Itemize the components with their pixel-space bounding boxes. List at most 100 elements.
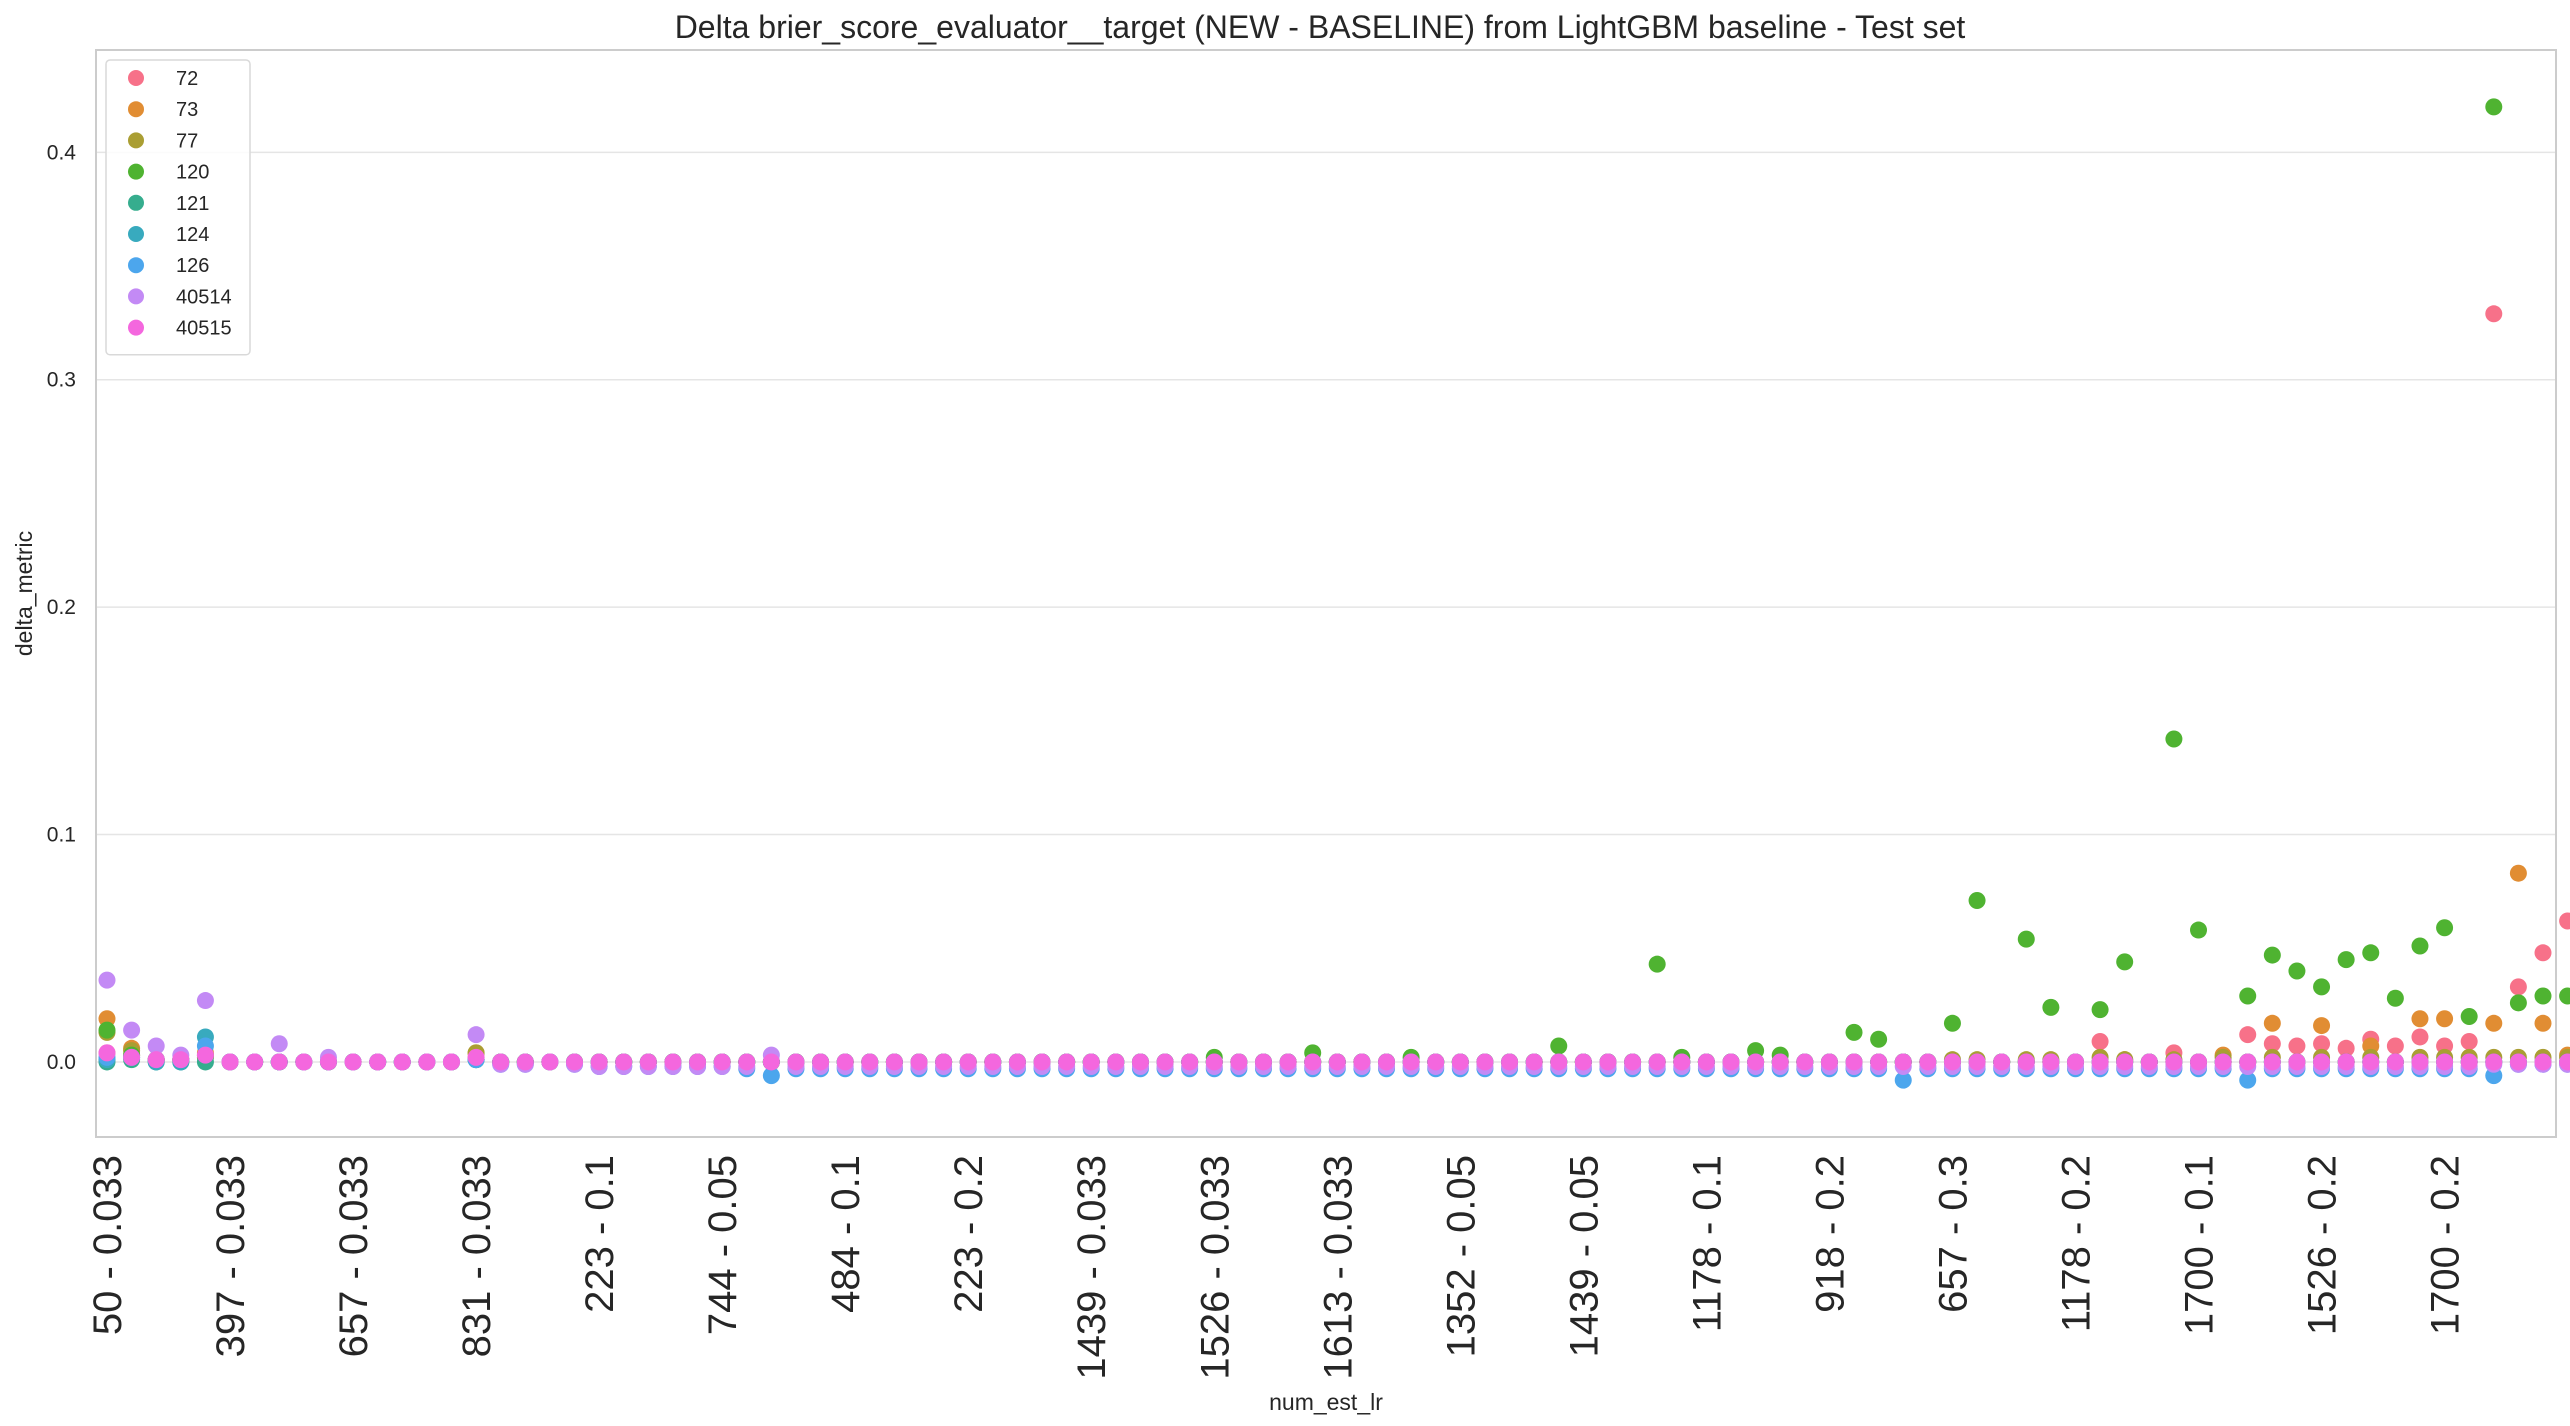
data-point xyxy=(2313,1035,2331,1053)
data-point xyxy=(369,1053,387,1071)
data-point xyxy=(2534,1014,2552,1032)
legend: 72 73 77 120 121 124 126 40514 40515 xyxy=(105,59,251,356)
data-point xyxy=(2337,1053,2355,1071)
data-point xyxy=(319,1053,337,1071)
data-point xyxy=(1427,1053,1445,1071)
x-tick-label: 1178 - 0.1 xyxy=(1685,1155,1729,1332)
data-point xyxy=(1501,1053,1519,1071)
x-tick-label: 1352 - 0.05 xyxy=(1439,1155,1483,1357)
data-point xyxy=(270,1035,288,1053)
legend-label: 73 xyxy=(176,99,198,121)
data-point xyxy=(98,971,116,989)
data-point xyxy=(2091,1001,2109,1019)
data-point xyxy=(1378,1053,1396,1071)
data-point xyxy=(2165,1053,2183,1071)
data-point xyxy=(885,1053,903,1071)
legend-item-126: 126 xyxy=(128,255,209,277)
data-point xyxy=(541,1053,559,1071)
data-point xyxy=(467,1048,485,1066)
data-point xyxy=(123,1048,141,1066)
data-point xyxy=(836,1053,854,1071)
plot-frame xyxy=(95,49,2557,1138)
data-point xyxy=(2386,989,2404,1007)
legend-marker xyxy=(128,70,144,86)
data-point xyxy=(1648,1053,1666,1071)
data-point xyxy=(98,1044,116,1062)
data-point xyxy=(1550,1053,1568,1071)
legend-label: 40515 xyxy=(176,318,232,340)
data-point xyxy=(2263,1053,2281,1071)
data-point xyxy=(590,1053,608,1071)
data-point xyxy=(812,1053,830,1071)
data-point xyxy=(2534,1053,2552,1071)
data-point xyxy=(492,1053,510,1071)
data-point xyxy=(2042,998,2060,1016)
data-point xyxy=(2411,937,2429,955)
data-point xyxy=(1230,1053,1248,1071)
data-point xyxy=(2288,962,2306,980)
x-tick-label: 1178 - 0.2 xyxy=(2054,1155,2098,1332)
data-point xyxy=(2017,930,2035,948)
x-tick-label: 223 - 0.2 xyxy=(947,1155,991,1313)
data-point xyxy=(2460,1007,2478,1025)
data-point xyxy=(2263,1035,2281,1053)
y-tick-label: 0.0 xyxy=(47,1051,76,1074)
data-point xyxy=(762,1067,780,1085)
data-point xyxy=(2288,1037,2306,1055)
data-point xyxy=(1870,1030,1888,1048)
data-point xyxy=(2559,912,2570,930)
data-point xyxy=(2066,1053,2084,1071)
data-point xyxy=(2313,1053,2331,1071)
x-tick-label: 1439 - 0.05 xyxy=(1562,1155,1606,1357)
data-point xyxy=(2485,1053,2503,1071)
data-point xyxy=(1205,1053,1223,1071)
data-point xyxy=(1624,1053,1642,1071)
legend-item-77: 77 xyxy=(128,130,198,152)
data-point xyxy=(1968,1053,1986,1071)
legend-item-40515: 40515 xyxy=(128,318,232,340)
legend-marker xyxy=(128,226,144,242)
data-point xyxy=(442,1053,460,1071)
x-tick-label: 50 - 0.033 xyxy=(86,1155,130,1335)
x-tick-labels: 50 - 0.033 397 - 0.033 657 - 0.033 831 - 0.… xyxy=(86,1155,2468,1380)
data-point xyxy=(123,1021,141,1039)
data-points xyxy=(98,98,2570,1089)
data-point xyxy=(2165,730,2183,748)
data-point xyxy=(1304,1053,1322,1071)
data-point xyxy=(98,1021,116,1039)
data-point xyxy=(664,1053,682,1071)
data-point xyxy=(2091,1053,2109,1071)
data-point xyxy=(2288,1053,2306,1071)
legend-label: 121 xyxy=(176,193,209,215)
legend-item-124: 124 xyxy=(128,224,209,246)
data-point xyxy=(1648,955,1666,973)
data-point xyxy=(418,1053,436,1071)
data-point xyxy=(516,1053,534,1071)
data-point xyxy=(2116,953,2134,971)
data-point xyxy=(2411,1010,2429,1028)
x-tick-label: 657 - 0.033 xyxy=(332,1155,376,1357)
data-point xyxy=(615,1053,633,1071)
data-point xyxy=(147,1037,165,1055)
data-point xyxy=(2042,1053,2060,1071)
data-point xyxy=(172,1051,190,1069)
data-point xyxy=(1131,1053,1149,1071)
data-point xyxy=(344,1053,362,1071)
x-tick-label: 397 - 0.033 xyxy=(209,1155,253,1357)
data-point xyxy=(2337,951,2355,969)
series-120 xyxy=(98,98,2570,1071)
data-point xyxy=(196,992,214,1010)
data-point xyxy=(2485,98,2503,116)
data-point xyxy=(2239,1026,2257,1044)
data-point xyxy=(2436,919,2454,937)
data-point xyxy=(910,1053,928,1071)
data-point xyxy=(984,1053,1002,1071)
data-point xyxy=(2214,1053,2232,1071)
data-point xyxy=(1673,1053,1691,1071)
x-tick-label: 1526 - 0.2 xyxy=(2301,1155,2345,1335)
legend-marker xyxy=(128,101,144,118)
y-axis-label: delta_metric xyxy=(11,531,37,656)
data-point xyxy=(1943,1014,1961,1032)
data-point xyxy=(1697,1053,1715,1071)
